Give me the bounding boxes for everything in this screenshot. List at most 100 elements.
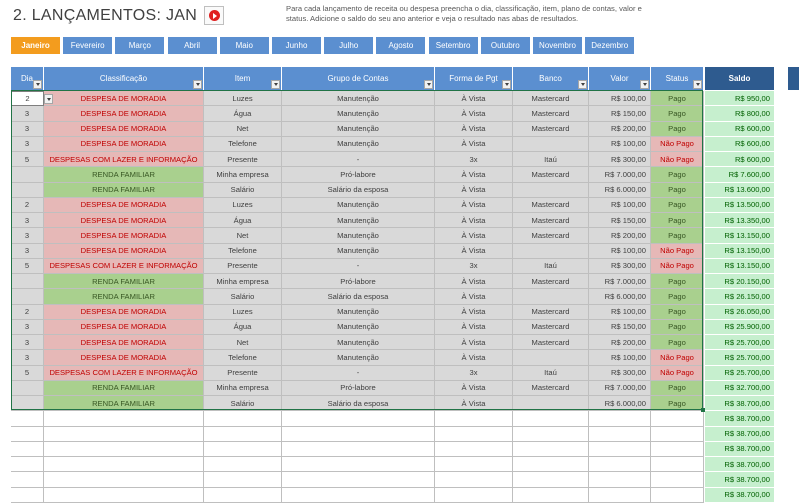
cell-empty[interactable] <box>44 441 204 457</box>
cell-empty[interactable] <box>513 472 589 488</box>
cell-classificacao[interactable]: DESPESAS COM LAZER E INFORMAÇÃO <box>44 152 204 168</box>
filter-dropdown-icon[interactable] <box>502 80 511 89</box>
cell-empty[interactable] <box>11 472 44 488</box>
filter-dropdown-icon[interactable] <box>193 80 202 89</box>
cell-status[interactable]: Não Pago <box>651 243 704 259</box>
cell-forma[interactable]: À Vista <box>435 396 513 412</box>
cell-classificacao[interactable]: RENDA FAMILIAR <box>44 396 204 412</box>
cell-saldo[interactable]: R$ 600,00 <box>705 152 775 168</box>
cell-status[interactable]: Não Pago <box>651 136 704 152</box>
cell-dia[interactable]: 5 <box>11 258 44 274</box>
tab-month-2[interactable]: Fevereiro <box>63 37 113 54</box>
cell-empty[interactable] <box>204 487 282 503</box>
cell-banco[interactable]: Mastercard <box>513 197 589 213</box>
cell-valor[interactable]: R$ 300,00 <box>589 258 651 274</box>
cell-saldo[interactable]: R$ 7.600,00 <box>705 167 775 183</box>
cell-valor[interactable]: R$ 150,00 <box>589 106 651 122</box>
cell-item[interactable]: Água <box>204 319 282 335</box>
cell-grupo[interactable]: Pró-labore <box>282 167 435 183</box>
cell-item[interactable]: Net <box>204 228 282 244</box>
cell-banco[interactable]: Itaú <box>513 258 589 274</box>
cell-grupo[interactable]: Manutenção <box>282 350 435 366</box>
cell-dia[interactable]: 5 <box>11 152 44 168</box>
cell-banco[interactable] <box>513 243 589 259</box>
cell-valor[interactable]: R$ 150,00 <box>589 213 651 229</box>
cell-empty[interactable] <box>435 426 513 442</box>
tab-month-11[interactable]: Novembro <box>533 37 582 54</box>
filter-dropdown-icon[interactable] <box>33 80 42 89</box>
cell-grupo[interactable]: - <box>282 365 435 381</box>
cell-classificacao[interactable]: DESPESAS COM LAZER E INFORMAÇÃO <box>44 365 204 381</box>
cell-forma[interactable]: À Vista <box>435 380 513 396</box>
cell-classificacao[interactable]: RENDA FAMILIAR <box>44 289 204 305</box>
cell-item[interactable]: Minha empresa <box>204 274 282 290</box>
cell-empty[interactable] <box>435 487 513 503</box>
cell-grupo[interactable]: Manutenção <box>282 121 435 137</box>
cell-valor[interactable]: R$ 7.000,00 <box>589 167 651 183</box>
cell-forma[interactable]: À Vista <box>435 304 513 320</box>
cell-dia[interactable]: 3 <box>11 136 44 152</box>
cell-banco[interactable] <box>513 182 589 198</box>
cell-banco[interactable]: Mastercard <box>513 319 589 335</box>
cell-saldo[interactable]: R$ 38.700,00 <box>705 457 775 473</box>
cell-classificacao[interactable]: DESPESA DE MORADIA <box>44 335 204 351</box>
cell-status[interactable]: Não Pago <box>651 152 704 168</box>
cell-dia[interactable]: 2 <box>11 91 44 107</box>
cell-forma[interactable]: À Vista <box>435 274 513 290</box>
cell-banco[interactable] <box>513 289 589 305</box>
cell-empty[interactable] <box>204 411 282 427</box>
cell-forma[interactable]: À Vista <box>435 319 513 335</box>
cell-valor[interactable]: R$ 200,00 <box>589 335 651 351</box>
cell-grupo[interactable]: Manutenção <box>282 213 435 229</box>
cell-status[interactable]: Pago <box>651 228 704 244</box>
cell-status[interactable]: Pago <box>651 167 704 183</box>
cell-forma[interactable]: À Vista <box>435 106 513 122</box>
cell-classificacao[interactable]: DESPESA DE MORADIA <box>44 106 204 122</box>
cell-dia[interactable] <box>11 182 44 198</box>
cell-banco[interactable]: Itaú <box>513 365 589 381</box>
cell-valor[interactable]: R$ 100,00 <box>589 91 651 107</box>
cell-banco[interactable]: Mastercard <box>513 228 589 244</box>
cell-saldo[interactable]: R$ 13.150,00 <box>705 228 775 244</box>
cell-status[interactable]: Pago <box>651 289 704 305</box>
cell-item[interactable]: Telefone <box>204 350 282 366</box>
cell-banco[interactable]: Mastercard <box>513 380 589 396</box>
cell-valor[interactable]: R$ 200,00 <box>589 228 651 244</box>
cell-forma[interactable]: À Vista <box>435 182 513 198</box>
cell-forma[interactable]: À Vista <box>435 335 513 351</box>
cell-saldo[interactable]: R$ 26.150,00 <box>705 289 775 305</box>
cell-status[interactable]: Pago <box>651 335 704 351</box>
cell-empty[interactable] <box>282 487 435 503</box>
cell-item[interactable]: Luzes <box>204 91 282 107</box>
cell-classificacao[interactable]: DESPESA DE MORADIA <box>44 319 204 335</box>
cell-empty[interactable] <box>11 441 44 457</box>
cell-status[interactable]: Pago <box>651 197 704 213</box>
filter-dropdown-icon[interactable] <box>271 80 280 89</box>
cell-empty[interactable] <box>589 426 651 442</box>
cell-empty[interactable] <box>11 487 44 503</box>
tab-month-8[interactable]: Agosto <box>376 37 426 54</box>
cell-empty[interactable] <box>44 426 204 442</box>
cell-banco[interactable]: Mastercard <box>513 213 589 229</box>
cell-status[interactable]: Pago <box>651 304 704 320</box>
cell-valor[interactable]: R$ 6.000,00 <box>589 289 651 305</box>
cell-dia[interactable]: 3 <box>11 335 44 351</box>
cell-classificacao[interactable]: DESPESA DE MORADIA <box>44 304 204 320</box>
cell-dia[interactable]: 3 <box>11 121 44 137</box>
cell-banco[interactable]: Itaú <box>513 152 589 168</box>
cell-valor[interactable]: R$ 7.000,00 <box>589 274 651 290</box>
cell-dia[interactable]: 3 <box>11 350 44 366</box>
tab-month-3[interactable]: Março <box>115 37 165 54</box>
cell-valor[interactable]: R$ 200,00 <box>589 121 651 137</box>
cell-status[interactable]: Pago <box>651 380 704 396</box>
cell-empty[interactable] <box>282 457 435 473</box>
cell-valor[interactable]: R$ 7.000,00 <box>589 380 651 396</box>
cell-banco[interactable]: Mastercard <box>513 106 589 122</box>
cell-valor[interactable]: R$ 100,00 <box>589 136 651 152</box>
cell-grupo[interactable]: Salário da esposa <box>282 182 435 198</box>
cell-status[interactable]: Pago <box>651 274 704 290</box>
cell-item[interactable]: Presente <box>204 365 282 381</box>
cell-status[interactable]: Pago <box>651 106 704 122</box>
cell-valor[interactable]: R$ 100,00 <box>589 350 651 366</box>
cell-saldo[interactable]: R$ 25.700,00 <box>705 365 775 381</box>
